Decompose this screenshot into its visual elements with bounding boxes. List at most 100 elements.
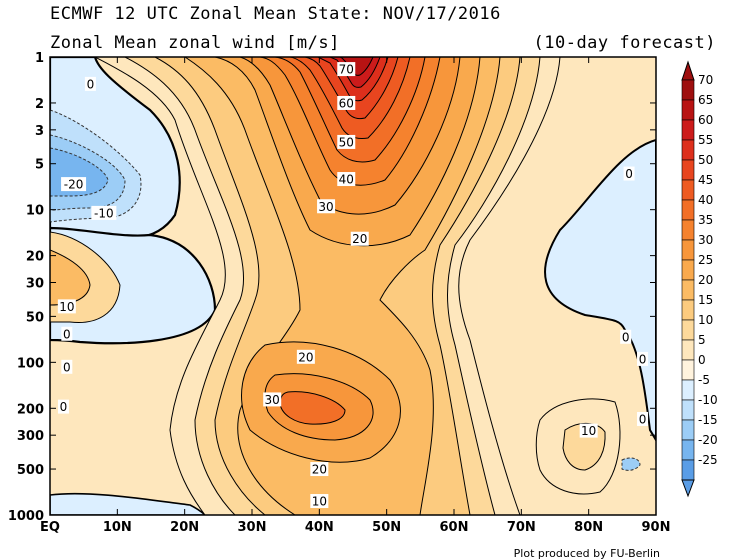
x-tick-label: 70N — [507, 520, 536, 535]
colorbar-swatch — [681, 299, 695, 321]
credit-text: Plot produced by FU-Berlin — [513, 547, 660, 560]
contour-label-bg — [61, 359, 73, 374]
colorbar-label: -5 — [698, 373, 710, 387]
contour-label-bg — [337, 62, 356, 77]
colorbar-label: 60 — [698, 113, 713, 127]
contour-label-bg — [296, 349, 315, 364]
y-tick-label: 30 — [26, 277, 44, 292]
colorbar-swatch — [681, 179, 695, 201]
x-tick-label: 10N — [103, 520, 132, 535]
contour-label: 20 — [312, 463, 327, 477]
contour-label: 0 — [639, 412, 647, 426]
contour-label-bg — [310, 462, 329, 477]
contour-label-bg — [337, 172, 356, 187]
y-tick-label: 50 — [26, 310, 44, 325]
y-tick-label: 2 — [35, 97, 44, 112]
colorbar-swatch — [681, 99, 695, 121]
colorbar-swatch — [681, 359, 695, 381]
contour-label: 10 — [581, 424, 596, 438]
y-tick-label: 5 — [35, 158, 44, 173]
colorbar-label: 0 — [698, 353, 706, 367]
colorbar-swatch — [681, 259, 695, 281]
y-tick-label: 200 — [17, 402, 44, 417]
x-tick-label: 40N — [305, 520, 334, 535]
colorbar-label: 35 — [698, 213, 713, 227]
y-tick-label: 300 — [17, 429, 44, 444]
chart-title-line2: Zonal Mean zonal wind [m/s] — [50, 33, 340, 53]
colorbar-swatch — [681, 459, 695, 481]
contour-label: 30 — [318, 200, 333, 214]
colorbar-label: 25 — [698, 253, 713, 267]
colorbar-label: 55 — [698, 133, 713, 147]
colorbar-swatch — [681, 79, 695, 101]
contour-label-bg — [84, 76, 96, 91]
contour-label-bg — [620, 329, 632, 344]
contour-label: 30 — [265, 393, 280, 407]
x-tick-label: 60N — [440, 520, 469, 535]
colorbar-label: 45 — [698, 173, 713, 187]
colorbar-label: 20 — [698, 273, 713, 287]
x-tick-label: EQ — [40, 520, 60, 535]
contour-label: -20 — [64, 178, 84, 192]
colorbar-swatch — [681, 159, 695, 181]
contour-label-bg — [57, 399, 69, 414]
colorbar-swatch — [681, 399, 695, 421]
contour-label: 0 — [63, 327, 71, 341]
y-tick-label: 500 — [17, 463, 44, 478]
contour-label: 40 — [339, 173, 354, 187]
contour-label-bg — [579, 423, 598, 438]
contour-label-bg — [57, 299, 76, 314]
colorbar-top-arrow — [681, 60, 695, 81]
y-tick-label: 100 — [17, 356, 44, 371]
contour-label: 0 — [87, 77, 95, 91]
plot-frame — [49, 56, 657, 516]
contour-label-bg — [623, 166, 635, 181]
y-tick-label: 10 — [26, 204, 44, 219]
y-tick-label: 20 — [26, 250, 44, 265]
contour-label-bg — [61, 326, 73, 341]
colorbar-swatch — [681, 319, 695, 341]
y-tick-label: 1 — [35, 51, 44, 66]
colorbar-label: 50 — [698, 153, 713, 167]
colorbar-label: -20 — [698, 433, 718, 447]
contour-label-bg — [61, 177, 87, 192]
colorbar-swatch — [681, 419, 695, 441]
region-polar-blue — [621, 457, 641, 471]
contour-label: 0 — [60, 400, 68, 414]
contour-label: 70 — [339, 63, 354, 77]
colorbar-label: 40 — [698, 193, 713, 207]
contour-label-bg — [337, 95, 356, 110]
x-tick-label: 90N — [642, 520, 671, 535]
colorbar-label: 70 — [698, 73, 713, 87]
colorbar-label: 10 — [698, 313, 713, 327]
colorbar-bottom-arrow — [681, 479, 695, 498]
x-tick-label: 20N — [170, 520, 199, 535]
y-tick-label: 1000 — [8, 509, 44, 524]
colorbar-swatch — [681, 279, 695, 301]
x-tick-label: 30N — [238, 520, 267, 535]
colorbar: 7065605550454035302520151050-5-10-15-20-… — [681, 60, 718, 498]
contour-label: 0 — [625, 167, 633, 181]
colorbar-swatch — [681, 219, 695, 241]
contour-label: -10 — [94, 206, 114, 220]
contour-label: 20 — [352, 232, 367, 246]
colorbar-swatch — [681, 139, 695, 161]
colorbar-label: 65 — [698, 93, 713, 107]
colorbar-swatch — [681, 379, 695, 401]
colorbar-label: 30 — [698, 233, 713, 247]
contour-label-bg — [263, 392, 282, 407]
forecast-label: (10-day forecast) — [533, 33, 716, 53]
contour-label-bg — [337, 134, 356, 149]
contour-label-bg — [350, 231, 369, 246]
contour-label: 0 — [639, 352, 647, 366]
colorbar-label: -25 — [698, 453, 718, 467]
contour-label: 20 — [298, 350, 313, 364]
colorbar-swatch — [681, 199, 695, 221]
colorbar-label: 15 — [698, 293, 713, 307]
x-axis: EQ 10N 20N 30N 40N 50N 60N 70N 80N 90N — [40, 57, 670, 535]
contour-label: 10 — [59, 300, 74, 314]
contour-label-bg — [637, 411, 649, 426]
